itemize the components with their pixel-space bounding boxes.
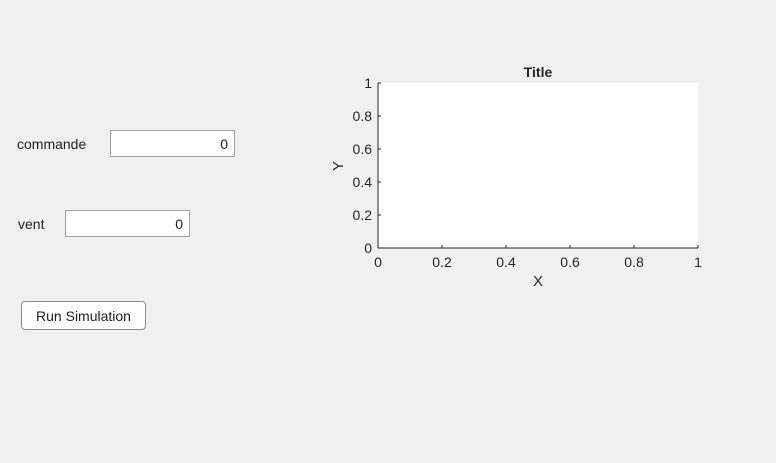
vent-field[interactable] <box>65 210 190 237</box>
y-tick-label: 0 <box>364 240 372 256</box>
plot-area <box>378 83 698 248</box>
y-axis-label: Y <box>330 161 347 171</box>
chart-title: Title <box>524 64 553 80</box>
vent-label: vent <box>18 216 45 232</box>
y-tick-label: 1 <box>364 75 372 91</box>
y-tick-label: 0.6 <box>353 141 373 157</box>
y-tick-label: 0.4 <box>353 174 373 190</box>
x-tick-label: 0.6 <box>560 254 580 270</box>
x-tick-label: 0.8 <box>624 254 644 270</box>
y-tick-label: 0.2 <box>353 207 373 223</box>
x-tick-label: 0.4 <box>496 254 516 270</box>
run-simulation-button[interactable]: Run Simulation <box>21 301 146 330</box>
y-tick-label: 0.8 <box>353 108 373 124</box>
commande-label: commande <box>17 136 87 152</box>
x-tick-label: 1 <box>694 254 702 270</box>
x-tick-label: 0 <box>374 254 382 270</box>
commande-field[interactable] <box>110 130 235 157</box>
x-tick-label: 0.2 <box>432 254 452 270</box>
x-axis-label: X <box>533 273 543 290</box>
